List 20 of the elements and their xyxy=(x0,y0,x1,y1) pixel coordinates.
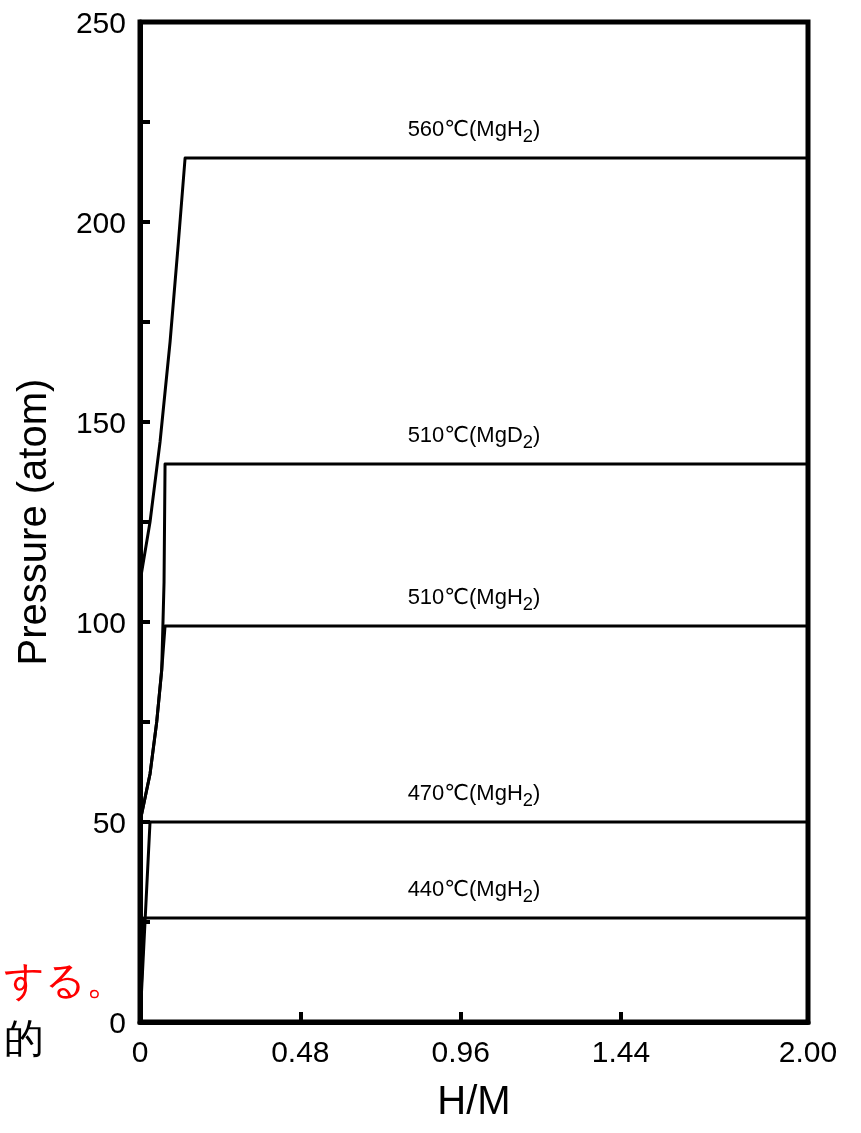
y-tick-label: 50 xyxy=(92,805,126,839)
series-label: 560℃(MgH$_{2}$) xyxy=(407,116,541,146)
y-tick-label: 200 xyxy=(75,205,126,239)
y-tick-label: 150 xyxy=(75,405,126,439)
text: する。 xyxy=(4,957,126,1003)
series-label: 510℃(MgD$_{2}$) xyxy=(407,422,541,452)
y-tick-label: 0 xyxy=(109,1005,126,1039)
series-label: 440℃(MgH$_{2}$) xyxy=(407,876,541,906)
text: 的 xyxy=(4,1015,44,1061)
x-tick-label: 0.48 xyxy=(271,1034,330,1068)
y-tick-label: 250 xyxy=(75,5,126,39)
y-axis-title: Pressure (atom) xyxy=(10,378,54,666)
x-tick-label: 0 xyxy=(131,1034,149,1068)
x-tick-label: 2.00 xyxy=(778,1034,838,1068)
series-label: 510℃(MgH$_{2}$) xyxy=(407,584,541,614)
series-label: 470℃(MgH$_{2}$) xyxy=(407,780,541,810)
y-tick-label: 100 xyxy=(75,605,126,639)
x-tick-label: 0.96 xyxy=(431,1034,490,1068)
x-tick-label: 1.44 xyxy=(591,1034,651,1068)
x-axis-title: H/M xyxy=(437,1078,511,1122)
